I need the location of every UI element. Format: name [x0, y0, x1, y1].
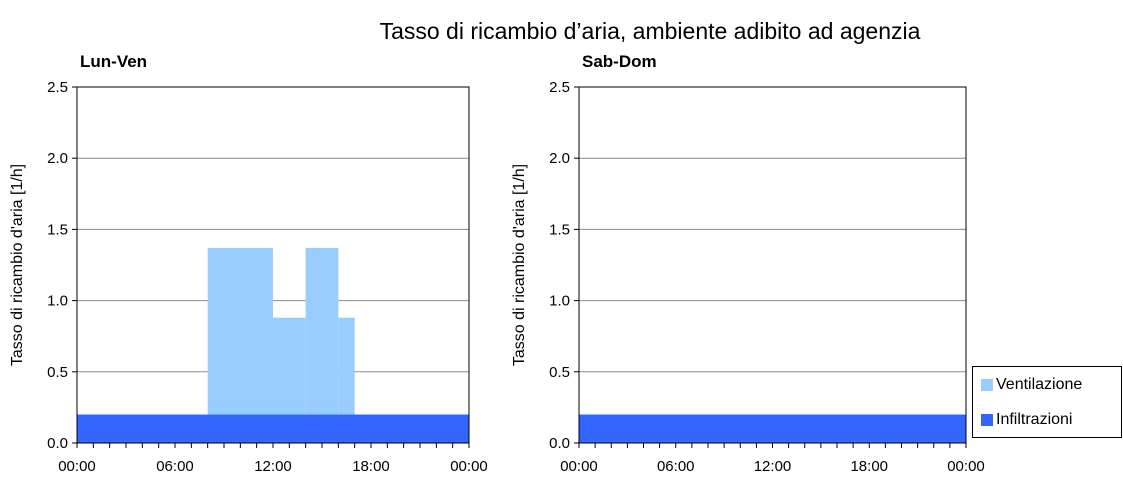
y-tick-label: 0.5: [47, 364, 68, 381]
chart-title: Tasso di ricambio d’aria, ambiente adibi…: [379, 18, 921, 44]
y-axis-label: Tasso di ricambio d'aria [1/h]: [511, 164, 528, 366]
legend-label-infiltrazioni: Infiltrazioni: [996, 411, 1073, 428]
y-tick-label: 1.5: [549, 221, 570, 238]
y-tick-label: 0.5: [549, 364, 570, 381]
x-tick-label: 00:00: [58, 458, 96, 475]
y-tick-label: 2.5: [549, 79, 570, 96]
bar-ventilazione-1200: [273, 317, 306, 415]
x-tick-label: 06:00: [657, 458, 695, 475]
legend-item-infiltrazioni: Infiltrazioni: [981, 410, 1072, 430]
y-tick-label: 2.0: [549, 150, 570, 167]
legend: Ventilazione Infiltrazioni: [972, 366, 1122, 438]
legend-swatch-infiltrazioni: [981, 414, 993, 426]
x-tick-label: 00:00: [560, 458, 598, 475]
y-tick-label: 0.0: [47, 435, 68, 452]
bar-ventilazione-1600: [338, 317, 355, 415]
x-tick-label: 12:00: [754, 458, 792, 475]
x-tick-label: 18:00: [850, 458, 888, 475]
legend-label-ventilazione: Ventilazione: [996, 376, 1083, 393]
y-tick-label: 1.0: [549, 293, 570, 310]
panel-title-weekdays: Lun-Ven: [80, 52, 148, 71]
y-tick-label: 1.5: [47, 221, 68, 238]
x-tick-label: 12:00: [254, 458, 292, 475]
bar-infiltrazioni-0000: [77, 414, 469, 443]
y-tick-label: 2.5: [47, 79, 68, 96]
y-axis-label: Tasso di ricambio d'aria [1/h]: [9, 164, 26, 366]
y-tick-label: 0.0: [549, 435, 570, 452]
y-tick-label: 1.0: [47, 293, 68, 310]
bar-infiltrazioni-0000: [579, 414, 966, 443]
y-tick-label: 2.0: [47, 150, 68, 167]
bar-ventilazione-0800: [207, 247, 273, 415]
legend-swatch-ventilazione: [981, 379, 993, 391]
x-tick-label: 18:00: [352, 458, 390, 475]
panel-title-weekend: Sab-Dom: [582, 52, 657, 71]
legend-item-ventilazione: Ventilazione: [981, 375, 1082, 395]
x-tick-label: 00:00: [450, 458, 488, 475]
bar-ventilazione-1400: [305, 247, 339, 415]
x-tick-label: 00:00: [947, 458, 985, 475]
plot-frame: [578, 86, 967, 444]
x-tick-label: 06:00: [156, 458, 194, 475]
